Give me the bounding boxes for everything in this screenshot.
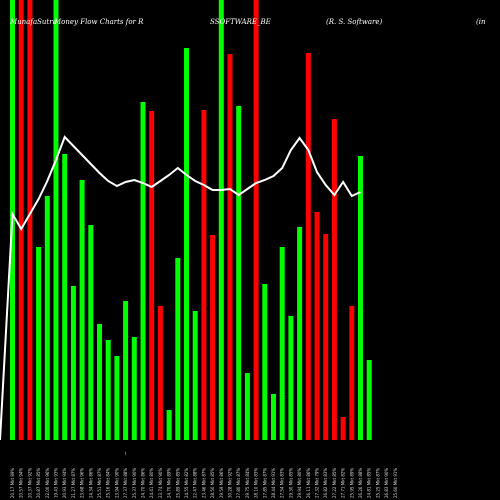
x-tick-label: 24.34 Mkt 86% — [88, 468, 93, 498]
flow-bar — [27, 0, 33, 440]
flow-bar — [218, 0, 224, 440]
x-tick-label: 27.54 Mkt 83% — [280, 468, 285, 498]
x-tick-label: 23.74 Mkt 90% — [158, 468, 163, 498]
flow-bar — [79, 180, 85, 440]
x-tick-label: 24.70 Mkt 89% — [167, 468, 172, 498]
trend-line — [0, 135, 361, 441]
flow-bar — [131, 337, 137, 440]
bars-group — [10, 0, 372, 440]
chart-header: MunafaSutra Money Flow Charts for R SSOF… — [9, 18, 486, 26]
x-tick-label: 20.57 Mkt 94% — [19, 468, 24, 498]
header-part-1: MunafaSutra — [9, 18, 57, 26]
x-tick-label: 24.41 Mkt 80% — [149, 468, 154, 498]
flow-bar — [36, 247, 42, 440]
x-tick-label: 24.70 Mkt 86% — [141, 468, 146, 498]
flow-bar — [166, 410, 172, 440]
flow-bar — [297, 227, 303, 440]
x-tick-label: 28.10 Mkt 83% — [254, 468, 259, 498]
x-tick-label: 20.93 Mkt 94% — [62, 468, 67, 498]
x-tick-label: 26.26 Mkt 88% — [358, 468, 363, 498]
x-tick-label: 25.37 Mkt 90% — [132, 468, 137, 498]
flow-bar — [331, 119, 337, 440]
header-part-3: SSOFTWARE_BE — [210, 18, 271, 26]
x-tick-label: 29.75 Mkt 84% — [245, 468, 250, 498]
x-tick-label: 29.59 Mkt 86% — [219, 468, 224, 498]
x-tick-label: 20.17 Mkt 89% — [10, 468, 15, 498]
x-tick-label: 25.95 Mkt 89% — [349, 468, 354, 498]
x-tick-label: 26.82 Mkt 83% — [323, 468, 328, 498]
x-tick-label: 20.37 Mkt 92% — [27, 468, 32, 498]
x-tick-label: 24.81 Mkt 85% — [367, 468, 372, 498]
flow-bar — [192, 311, 198, 440]
x-tick-label: 28.44 Mkt 91% — [271, 468, 276, 498]
flow-bar — [70, 286, 76, 440]
flow-bar — [227, 54, 233, 440]
flow-bar — [88, 225, 94, 440]
flow-bar — [262, 284, 268, 440]
flow-bar — [44, 196, 50, 440]
x-tick-label: 27.71 Mkt 82% — [341, 468, 346, 498]
flow-bar — [97, 324, 102, 440]
header-part-2: Money Flow Charts for R — [53, 18, 144, 26]
flow-bar — [279, 247, 285, 440]
x-tick-label: 19.43 Mkt 93% — [54, 468, 59, 498]
x-tick-label: 23.46 Mkt 87% — [201, 468, 206, 498]
flow-bar — [157, 306, 163, 440]
flow-bar — [184, 48, 189, 440]
flow-bar — [149, 111, 155, 440]
header-part-4: (R. S. Software) — [326, 18, 383, 26]
x-tick-label: 27.80 Mkt 87% — [236, 468, 241, 498]
x-tick-label: 22.00 Mkt 96% — [45, 468, 50, 498]
flow-bar — [18, 0, 24, 440]
flow-bar — [53, 0, 59, 440]
x-tick-label: 25.89 Mkt 85% — [175, 468, 180, 498]
x-tick-label: 25.25 Mkt 87% — [375, 468, 380, 498]
x-tick-label: 22.47 Mkt 88% — [193, 468, 198, 498]
flow-bar — [271, 394, 276, 440]
flow-bar — [244, 373, 250, 440]
x-tick-label: 26.11 Mkt 86% — [306, 468, 311, 498]
x-tick-label: 25.16 Mkt 84% — [106, 468, 111, 498]
flow-bar — [305, 53, 311, 440]
x-tick-label: 25.60 Mkt 91% — [393, 468, 398, 498]
flow-bar — [358, 156, 363, 440]
flow-bar — [105, 340, 111, 440]
flow-bar — [340, 417, 346, 440]
flow-bar — [323, 234, 329, 440]
flow-bar — [349, 306, 355, 440]
x-tick-label: 29.94 Mkt 80% — [297, 468, 302, 498]
flow-bar — [201, 110, 207, 440]
header-part-5: (in — [476, 18, 486, 26]
flow-bar — [314, 212, 320, 440]
x-tick-label: 24.55 Mkt 82% — [184, 468, 189, 498]
flow-bar — [114, 356, 120, 440]
line-group — [0, 135, 361, 441]
flow-bar — [123, 301, 129, 440]
x-tick-label: 25.51 Mkt 87% — [97, 468, 102, 498]
x-tick-label: 27.37 Mkt 88% — [123, 468, 128, 498]
flow-bar — [210, 235, 216, 440]
flow-bar — [140, 102, 146, 440]
x-tick-label: 27.32 Mkt 79% — [315, 468, 320, 498]
tick-labels-group: 20.17 Mkt 89% 20.57 Mkt 94% 20.37 Mkt 92% 2… — [10, 468, 398, 498]
x-tick-label: 27.22 Mkt 85% — [332, 468, 337, 498]
x-tick-label: 30.28 Mkt 92% — [228, 468, 233, 498]
x-tick-label: 20.87 Mkt 85% — [36, 468, 41, 498]
flow-bar — [62, 154, 68, 440]
flow-bar — [175, 258, 181, 440]
flow-bar — [288, 316, 294, 440]
x-tick-label: 29.30 Mkt 85% — [288, 468, 293, 498]
mid-label: ( — [125, 451, 127, 456]
x-tick-label: 23.68 Mkt 96% — [80, 468, 85, 498]
flow-bar — [253, 0, 259, 440]
x-tick-label: 23.94 Mkt 90% — [114, 468, 119, 498]
x-tick-label: 26.83 Mkt 90% — [384, 468, 389, 498]
flow-bar — [366, 360, 372, 440]
x-tick-label: 28.50 Mkt 85% — [210, 468, 215, 498]
flow-bar — [236, 106, 242, 440]
x-tick-label: 21.27 Mkt 87% — [71, 468, 76, 498]
x-tick-label: 27.85 Mkt 87% — [262, 468, 267, 498]
